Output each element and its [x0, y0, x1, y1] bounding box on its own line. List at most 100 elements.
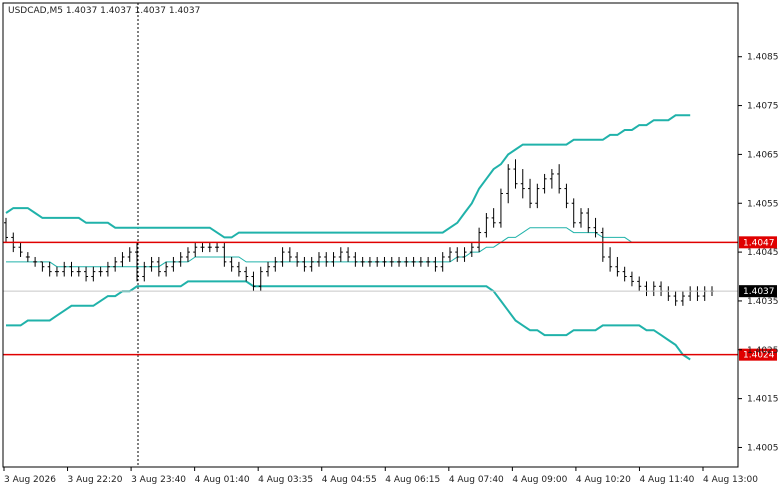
price-bar	[309, 256, 314, 272]
price-bar	[440, 252, 445, 272]
price-bar	[316, 252, 321, 267]
price-bar	[549, 169, 554, 189]
price-bar	[411, 256, 416, 267]
price-bar	[149, 256, 154, 272]
price-bar	[542, 173, 547, 194]
price-bar	[98, 266, 103, 277]
price-bar	[593, 217, 598, 238]
price-bar	[506, 164, 511, 204]
price-bar	[520, 169, 525, 199]
price-bar	[629, 271, 634, 287]
x-tick-label: 4 Aug 03:35	[258, 475, 313, 485]
price-bar	[637, 276, 642, 292]
price-bar	[571, 198, 576, 228]
level-label: 1.4047	[743, 238, 775, 248]
price-bar	[266, 261, 271, 277]
price-bar	[54, 266, 59, 277]
x-tick-label: 4 Aug 10:20	[576, 475, 631, 485]
price-bar	[535, 183, 540, 209]
x-tick-label: 4 Aug 06:15	[385, 475, 440, 485]
price-bar	[462, 247, 467, 262]
price-bar	[455, 247, 460, 262]
price-bar	[215, 242, 220, 253]
price-bar	[105, 261, 110, 277]
y-tick-label: 1.4075	[747, 102, 779, 112]
price-bar	[25, 252, 30, 262]
y-tick-label: 1.4025	[747, 346, 779, 356]
price-bar	[360, 256, 365, 267]
price-bar	[528, 178, 533, 209]
y-tick-label: 1.4005	[747, 443, 779, 453]
y-tick-label: 1.4085	[747, 53, 779, 63]
axis-layer: 1.40851.40751.40651.40551.40451.40351.40…	[2, 2, 779, 485]
price-bar	[193, 242, 198, 257]
price-bar	[200, 242, 205, 253]
middle-band-line	[6, 227, 691, 268]
price-bar	[404, 256, 409, 267]
price-bar	[564, 183, 569, 209]
x-tick-label: 4 Aug 09:00	[512, 475, 567, 485]
price-bar	[127, 247, 132, 262]
price-bar	[622, 266, 627, 282]
price-bar	[178, 252, 183, 267]
current-price-box	[739, 285, 777, 298]
price-bar	[302, 256, 307, 272]
price-bar	[164, 261, 169, 277]
price-bar	[156, 256, 161, 277]
chart-header: USDCAD,M5 1.4037 1.4037 1.4037 1.4037	[8, 6, 200, 16]
price-bar	[367, 256, 372, 267]
x-tick-label: 4 Aug 04:55	[322, 475, 377, 485]
x-tick-label: 3 Aug 23:40	[131, 475, 186, 485]
price-bar	[185, 247, 190, 262]
x-tick-label: 3 Aug 22:20	[68, 475, 123, 485]
level-label-box	[739, 348, 777, 361]
price-bar	[397, 256, 402, 267]
price-bar	[331, 252, 336, 267]
y-tick-label: 1.4015	[747, 395, 779, 405]
price-bar	[142, 261, 147, 282]
price-bar	[382, 256, 387, 267]
price-bar	[62, 261, 67, 277]
price-bar	[426, 256, 431, 267]
price-bar	[135, 242, 140, 282]
price-bar	[287, 247, 292, 262]
price-bar	[557, 164, 562, 194]
price-bar	[447, 247, 452, 262]
price-bar	[33, 256, 38, 267]
bollinger-bands	[5, 114, 691, 361]
x-tick-label: 4 Aug 01:40	[195, 475, 250, 485]
price-bar	[600, 227, 605, 262]
y-tick-label: 1.4035	[747, 297, 779, 307]
price-bar	[40, 261, 45, 272]
price-bar	[47, 261, 52, 277]
price-bar	[484, 213, 489, 238]
x-tick-label: 4 Aug 07:40	[449, 475, 504, 485]
price-bar	[498, 188, 503, 228]
price-bar	[338, 247, 343, 262]
price-bar	[608, 247, 613, 272]
price-bar	[477, 227, 482, 253]
level-label-box	[739, 236, 777, 249]
price-bar	[418, 256, 423, 267]
price-bar	[673, 291, 678, 306]
price-bar	[18, 242, 23, 257]
price-bar	[353, 252, 358, 267]
x-tick-label: 4 Aug 13:00	[703, 475, 758, 485]
price-bar	[280, 247, 285, 267]
price-bar	[4, 217, 8, 243]
price-bar	[680, 291, 685, 306]
price-bar	[236, 261, 241, 277]
price-bar	[251, 271, 256, 292]
price-bar	[222, 242, 227, 267]
price-bar	[375, 256, 380, 267]
current-price-label: 1.4037	[743, 287, 775, 297]
price-bar	[295, 252, 300, 267]
price-bar	[207, 242, 212, 253]
price-bar	[76, 266, 81, 277]
price-bar	[491, 208, 496, 228]
price-bar	[346, 247, 351, 262]
price-bar	[84, 266, 89, 282]
